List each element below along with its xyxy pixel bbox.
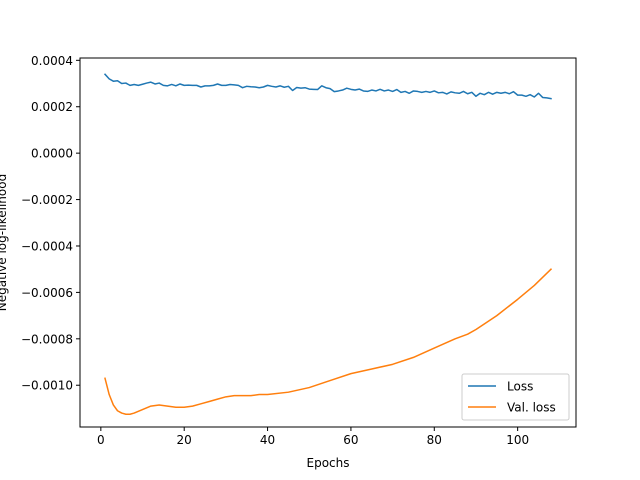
y-tick-label: −0.0004 [21, 239, 73, 253]
y-axis: −0.0010 −0.0008 −0.0006 −0.0004 −0.0002 0.000… [21, 54, 80, 393]
legend-label-loss: Loss [507, 380, 533, 394]
x-tick-label: 0 [97, 433, 105, 447]
legend-label-val-loss: Val. loss [507, 401, 556, 415]
x-tick-label: 40 [260, 433, 275, 447]
x-axis: 0 20 40 60 80 100 [97, 427, 529, 447]
y-tick-label: 0.0002 [31, 100, 73, 114]
x-axis-label: Epochs [307, 456, 350, 470]
x-tick-label: 60 [343, 433, 358, 447]
x-tick-label: 80 [427, 433, 442, 447]
y-tick-label: 0.0004 [31, 54, 73, 68]
axes-frame [79, 57, 577, 428]
x-tick-label: 20 [177, 433, 192, 447]
y-tick-label: −0.0002 [21, 193, 73, 207]
y-tick-label: 0.0000 [31, 147, 73, 161]
series-layer [103, 73, 553, 415]
y-tick-label: −0.0006 [21, 286, 73, 300]
series-line-val-loss [104, 268, 553, 415]
legend: Loss Val. loss [461, 373, 570, 421]
series-line-loss [103, 73, 552, 100]
y-tick-label: −0.0008 [21, 332, 73, 346]
y-axis-label: Negative log-likelihood [0, 174, 9, 311]
x-tick-label: 100 [506, 433, 529, 447]
y-tick-label: −0.0010 [21, 379, 73, 393]
